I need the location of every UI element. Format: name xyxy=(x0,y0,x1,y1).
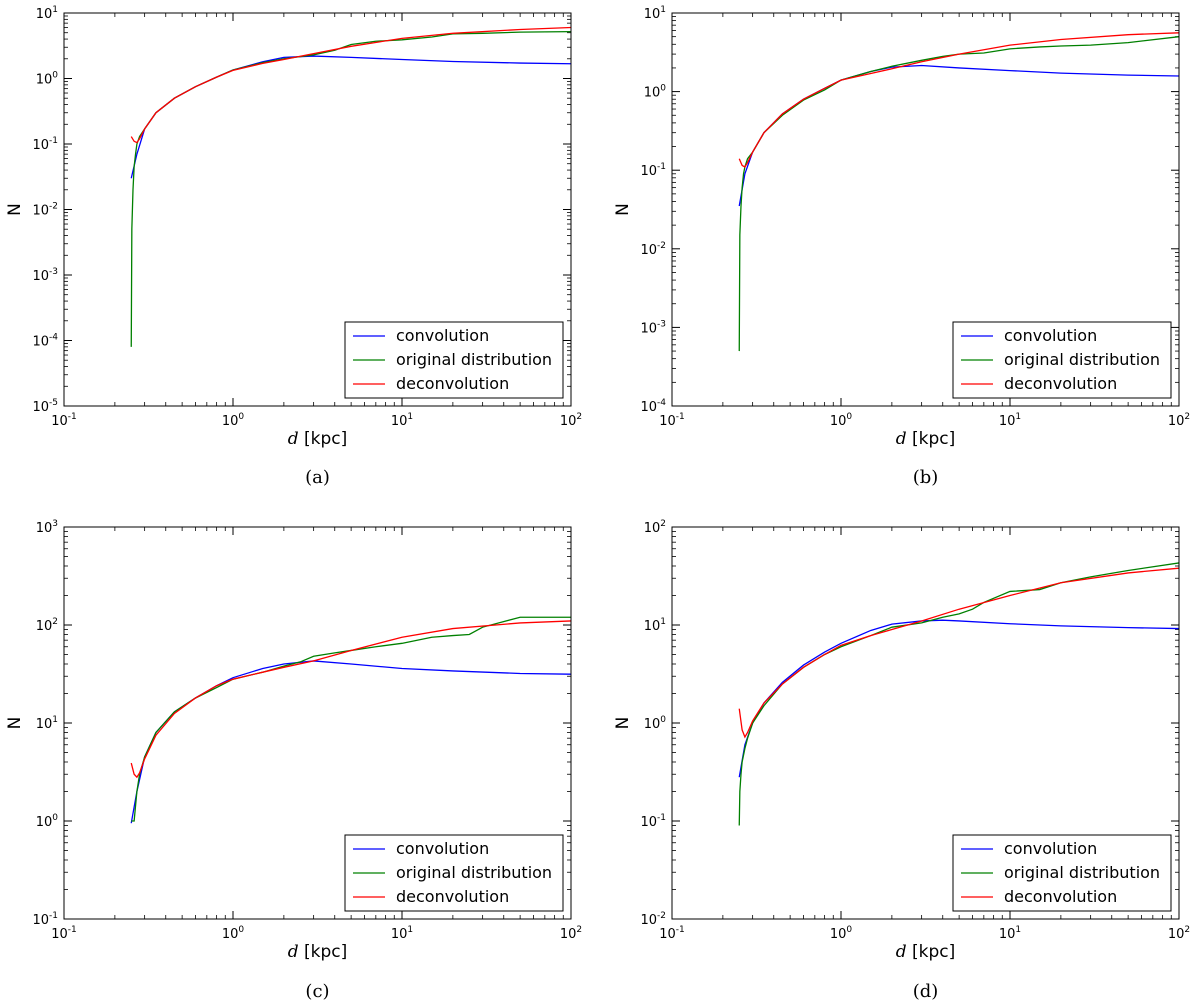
panel-caption: (d) xyxy=(913,981,939,1002)
y-tick-label: 101 xyxy=(644,5,666,22)
x-tick-label: 100 xyxy=(222,925,245,942)
series-line-deconvolution xyxy=(130,26,571,144)
series-line-original-distribution xyxy=(131,616,571,822)
x-tick-label: 10-1 xyxy=(659,925,685,942)
plot-area xyxy=(130,26,571,347)
legend-entry: convolution xyxy=(1004,326,1097,345)
series-line-original-distribution xyxy=(738,36,1179,352)
x-tick-label: 102 xyxy=(560,925,582,942)
y-tick-label: 10-3 xyxy=(640,319,666,336)
y-tick-label: 10-5 xyxy=(32,398,58,415)
y-tick-label: 10-2 xyxy=(32,202,58,219)
x-axis-label: d [kpc] xyxy=(896,429,956,449)
y-tick-label: 101 xyxy=(644,617,666,634)
panel-c: 10-1 100 101 102 10-1 100 101 102 103 d [kpc] Ncon… xyxy=(5,519,582,1002)
x-tick-label: 102 xyxy=(560,412,582,429)
ticks xyxy=(63,12,572,407)
x-tick-label: 10-1 xyxy=(51,412,77,429)
legend-entry: deconvolution xyxy=(396,887,509,906)
y-tick-label: 10-2 xyxy=(640,241,666,258)
legend-entry: convolution xyxy=(396,839,489,858)
x-tick-label: 10-1 xyxy=(659,412,685,429)
x-axis-label: d [kpc] xyxy=(896,942,956,962)
y-tick-label: 103 xyxy=(36,519,58,536)
legend-entry: original distribution xyxy=(1004,350,1160,369)
plot-area xyxy=(738,562,1179,826)
legend-entry: convolution xyxy=(396,326,489,345)
x-tick-label: 102 xyxy=(1168,412,1190,429)
legend: convolution original distribution deconvol… xyxy=(344,834,564,912)
y-tick-label: 102 xyxy=(36,617,58,634)
panel-a: 10-1 100 101 102 10-5 10-4 10-3 10-2 10-1 100 101 d… xyxy=(5,5,582,488)
y-tick-label: 100 xyxy=(644,715,667,732)
legend-entry: deconvolution xyxy=(1004,887,1117,906)
y-tick-label: 100 xyxy=(644,84,667,101)
y-axis-label: N xyxy=(613,717,633,730)
series-line-deconvolution xyxy=(738,567,1179,739)
series-line-deconvolution xyxy=(130,620,571,779)
legend-entry: deconvolution xyxy=(396,374,509,393)
y-tick-label: 101 xyxy=(36,5,58,22)
x-tick-label: 100 xyxy=(830,412,853,429)
x-axis-label: d [kpc] xyxy=(288,942,348,962)
panel-caption: (c) xyxy=(305,981,329,1002)
axes-frame xyxy=(671,12,1180,407)
series-line-convolution xyxy=(130,660,571,824)
panel-caption: (a) xyxy=(305,467,330,488)
x-axis-label: d [kpc] xyxy=(288,429,348,449)
y-axis-label: N xyxy=(5,203,25,216)
x-tick-label: 100 xyxy=(830,925,853,942)
y-tick-label: 10-1 xyxy=(640,813,666,830)
series-line-convolution xyxy=(738,619,1179,778)
axes-frame xyxy=(63,526,572,920)
series-line-deconvolution xyxy=(738,32,1179,168)
axes-frame xyxy=(63,12,572,407)
y-tick-label: 100 xyxy=(36,813,59,830)
legend-entry: original distribution xyxy=(1004,863,1160,882)
y-tick-label: 10-4 xyxy=(640,398,666,415)
x-tick-label: 102 xyxy=(1168,925,1190,942)
series-line-convolution xyxy=(738,64,1179,207)
x-tick-label: 101 xyxy=(999,925,1021,942)
x-tick-label: 101 xyxy=(391,412,413,429)
axes-frame xyxy=(671,526,1180,920)
x-tick-label: 101 xyxy=(391,925,413,942)
series-line-original-distribution xyxy=(130,30,571,347)
y-tick-label: 101 xyxy=(36,715,58,732)
y-tick-label: 10-4 xyxy=(32,333,58,350)
y-axis-label: N xyxy=(5,717,25,730)
legend: convolution original distribution deconvol… xyxy=(344,321,564,399)
legend-entry: convolution xyxy=(1004,839,1097,858)
legend-entry: original distribution xyxy=(396,863,552,882)
y-tick-label: 10-2 xyxy=(640,911,666,928)
legend: convolution original distribution deconvol… xyxy=(952,834,1172,912)
x-tick-label: 100 xyxy=(222,412,245,429)
series-line-original-distribution xyxy=(738,562,1179,826)
legend-entry: deconvolution xyxy=(1004,374,1117,393)
y-tick-label: 102 xyxy=(644,519,666,536)
y-tick-label: 100 xyxy=(36,71,59,88)
panel-b: 10-1 100 101 102 10-4 10-3 10-2 10-1 100 101 d [kp… xyxy=(613,5,1190,488)
legend-entry: original distribution xyxy=(396,350,552,369)
panel-caption: (b) xyxy=(913,467,939,488)
y-axis-label: N xyxy=(613,203,633,216)
ticks xyxy=(63,526,572,920)
x-tick-label: 101 xyxy=(999,412,1021,429)
plot-area xyxy=(738,32,1179,352)
series-line-convolution xyxy=(130,55,571,179)
legend: convolution original distribution deconvol… xyxy=(952,321,1172,399)
plot-area xyxy=(130,616,571,824)
x-tick-label: 10-1 xyxy=(51,925,77,942)
y-tick-label: 10-3 xyxy=(32,267,58,284)
y-tick-label: 10-1 xyxy=(32,136,58,153)
y-tick-label: 10-1 xyxy=(32,911,58,928)
y-tick-label: 10-1 xyxy=(640,162,666,179)
